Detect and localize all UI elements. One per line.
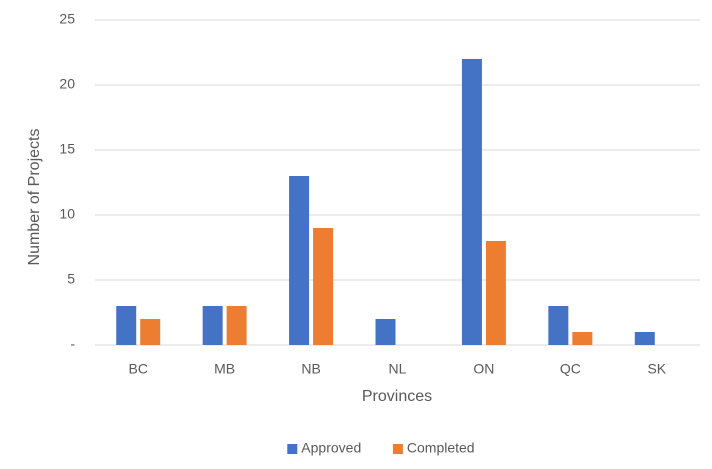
x-tick-label: SK [647, 361, 666, 377]
y-tick-label: 5 [67, 271, 75, 287]
legend-swatch [287, 444, 298, 454]
bar [226, 306, 247, 345]
bar [313, 228, 334, 345]
x-tick-label: BC [128, 361, 147, 377]
y-tick-label: 10 [59, 206, 75, 222]
x-tick-label: NL [389, 361, 407, 377]
y-tick-label: 25 [59, 11, 75, 27]
bar [461, 59, 482, 345]
bar [548, 306, 569, 345]
bar [116, 306, 137, 345]
y-tick-label: - [70, 336, 75, 352]
bar [634, 332, 655, 345]
bar [140, 319, 161, 345]
x-tick-label: ON [473, 361, 494, 377]
x-axis-title: Provinces [362, 388, 432, 405]
x-tick-label: MB [214, 361, 235, 377]
x-tick-label: NB [301, 361, 320, 377]
bar [485, 241, 506, 345]
legend-label: Approved [301, 440, 361, 456]
bar [202, 306, 223, 345]
bar [375, 319, 396, 345]
x-tick-label: QC [560, 361, 581, 377]
y-tick-label: 20 [59, 76, 75, 92]
y-tick-label: 15 [59, 141, 75, 157]
y-axis-title: Number of Projects [26, 129, 43, 266]
legend-label: Completed [407, 440, 475, 456]
bar [572, 332, 593, 345]
legend-swatch [392, 444, 403, 454]
bar [289, 176, 310, 345]
